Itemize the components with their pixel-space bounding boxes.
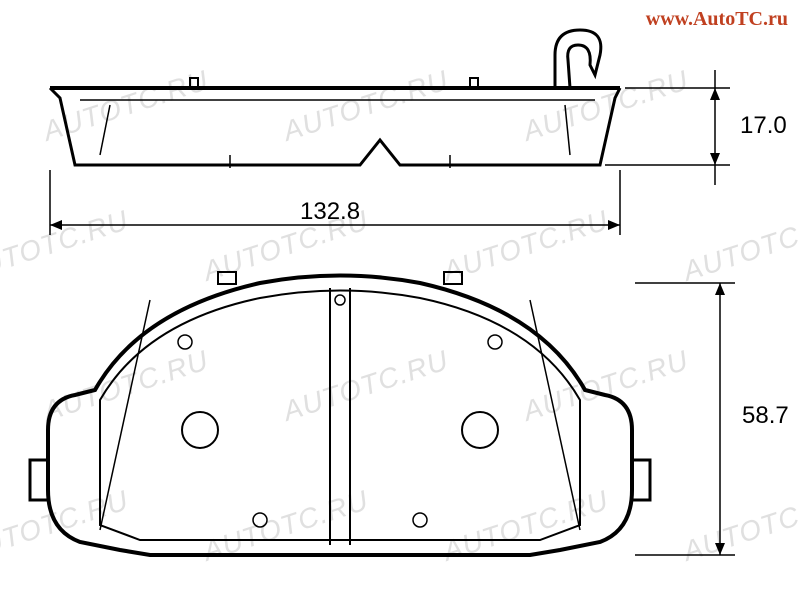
dim-height-top: [605, 70, 730, 185]
technical-drawing: [0, 0, 800, 600]
front-view: [30, 272, 650, 555]
dim-height-bottom-label: 58.7: [742, 402, 789, 430]
dim-height-top-label: 17.0: [740, 112, 787, 140]
dim-height-bottom: [635, 283, 735, 555]
dim-width-label: 132.8: [300, 198, 360, 226]
top-view: [50, 30, 620, 168]
